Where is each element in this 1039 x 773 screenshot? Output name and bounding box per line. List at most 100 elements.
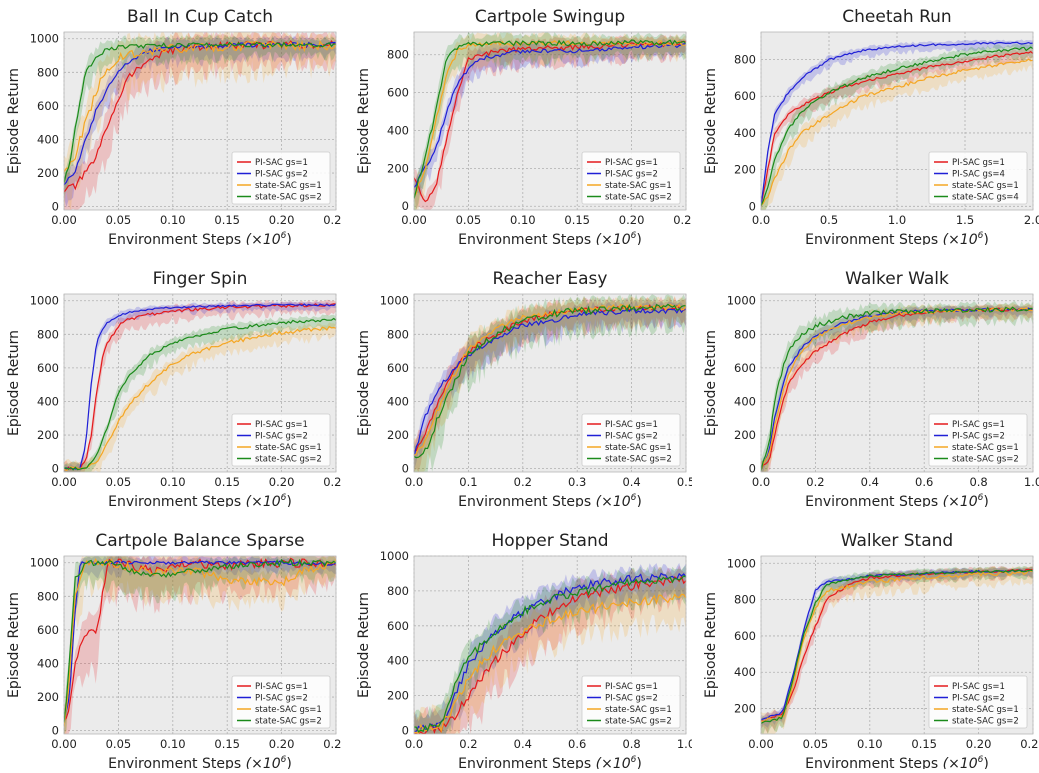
chart-panel-5: Walker Walk 0.0 0.2 0.4 0.6 0.8 1.0 0 200 400 600 8… <box>697 262 1039 511</box>
legend-entry: PI-SAC gs=1 <box>605 158 658 168</box>
x-axis-label: Environment Steps (×106) <box>805 493 989 507</box>
x-tick-label: 0.4 <box>514 737 532 751</box>
legend-entry: state-SAC gs=2 <box>605 717 672 727</box>
legend-entry: state-SAC gs=2 <box>605 455 672 465</box>
series-group <box>414 562 686 734</box>
legend-entry: PI-SAC gs=2 <box>952 694 1005 704</box>
y-tick-label: 200 <box>37 166 59 180</box>
x-tick-label: 0.00 <box>51 475 77 489</box>
y-tick-label: 600 <box>734 89 756 103</box>
y-tick-label: 400 <box>37 394 59 408</box>
x-tick-label: 0.5 <box>677 475 692 489</box>
series-line-blue <box>64 303 336 470</box>
band-orange <box>414 295 686 472</box>
x-tick-label: 0.25 <box>323 475 342 489</box>
legend-entry: PI-SAC gs=2 <box>605 432 658 442</box>
band-orange <box>414 32 686 210</box>
chart-panel-4: Reacher Easy 0.0 0.1 0.2 0.3 0.4 0.5 0 200 400 600… <box>350 262 695 511</box>
y-tick-label: 1000 <box>30 32 59 46</box>
series-line-orange <box>64 557 336 727</box>
band-red <box>414 296 686 472</box>
band-orange <box>414 581 686 734</box>
x-tick-label: 0.20 <box>269 213 295 227</box>
x-axis-label-close: ) <box>286 756 291 769</box>
x-tick-label: 1.0 <box>888 213 906 227</box>
x-axis-label-close: ) <box>983 756 988 769</box>
y-tick-label: 1000 <box>727 294 756 308</box>
series-line-green <box>761 306 1033 471</box>
x-tick-label: 0.10 <box>160 475 186 489</box>
series-line-green <box>64 41 336 184</box>
x-axis-label-main: Environment Steps <box>458 494 595 507</box>
series-line-blue <box>761 569 1033 721</box>
x-tick-label: 0.15 <box>564 213 590 227</box>
plot-frame <box>413 293 687 473</box>
band-red <box>414 34 686 210</box>
x-axis-label-exp: 6 <box>281 755 287 765</box>
legend-entry: PI-SAC gs=1 <box>605 682 658 692</box>
series-line-red <box>64 557 336 722</box>
x-tick-label: 0.05 <box>456 213 482 227</box>
legend-entry: state-SAC gs=1 <box>952 181 1019 191</box>
band-orange <box>761 53 1033 210</box>
x-tick-label: 0.10 <box>510 213 536 227</box>
y-tick-label: 800 <box>734 593 756 607</box>
y-axis-label: Episode Return <box>356 68 372 174</box>
series-group <box>64 556 336 734</box>
series-line-blue <box>414 42 686 188</box>
x-tick-label: 0.10 <box>857 737 883 751</box>
chart-svg: Cartpole Swingup 0.00 0.05 0.10 0.15 0.20 0.25… <box>356 7 699 248</box>
chart-panel-3: Finger Spin 0.00 0.05 0.10 0.15 0.20 0.25 0 200 4… <box>0 262 349 511</box>
y-tick-label: 400 <box>387 654 409 668</box>
x-axis-label-exp: 6 <box>631 755 637 765</box>
x-axis-label: Environment Steps (×106) <box>805 755 989 769</box>
legend-box <box>581 413 681 467</box>
band-red <box>761 49 1033 210</box>
x-tick-label: 0.5 <box>820 213 838 227</box>
series-group <box>761 301 1033 472</box>
y-tick-label: 0 <box>52 200 59 214</box>
y-axis-label: Episode Return <box>6 330 22 436</box>
band-blue <box>414 562 686 734</box>
x-axis-label-main: Environment Steps <box>108 756 245 769</box>
plot-frame <box>63 555 337 735</box>
legend-entry: PI-SAC gs=2 <box>605 170 658 180</box>
legend-entry: state-SAC gs=2 <box>255 455 322 465</box>
chart-svg: Cheetah Run 0.0 0.5 1.0 1.5 2.0 0 200 400 600 800 E… <box>703 7 1039 248</box>
y-axis-label: Episode Return <box>356 592 372 698</box>
band-orange <box>64 556 336 734</box>
legend-entry: state-SAC gs=2 <box>605 193 672 203</box>
legend-box <box>581 151 681 205</box>
y-tick-label: 0 <box>402 724 409 738</box>
x-tick-label: 0.00 <box>51 737 77 751</box>
chart-svg: Reacher Easy 0.0 0.1 0.2 0.3 0.4 0.5 0 200 400 600… <box>356 269 695 510</box>
series-line-orange <box>414 303 686 457</box>
x-axis-label-main: Environment Steps <box>458 232 595 245</box>
x-axis-label-unit: (×10 <box>246 756 281 769</box>
y-axis-label: Episode Return <box>703 592 719 698</box>
y-tick-label: 1000 <box>727 556 756 570</box>
legend-entry: state-SAC gs=1 <box>952 443 1019 453</box>
x-axis-label-exp: 6 <box>631 493 637 503</box>
y-tick-label: 400 <box>387 394 409 408</box>
x-axis-label-main: Environment Steps <box>805 232 942 245</box>
x-tick-label: 0.25 <box>1020 737 1039 751</box>
y-tick-label: 600 <box>387 86 409 100</box>
x-axis-label-unit: (×10 <box>943 494 978 507</box>
series-line-green <box>414 39 686 199</box>
band-red <box>64 556 336 734</box>
chart-svg: Cartpole Balance Sparse 0.00 0.05 0.10 0.15 0… <box>6 531 349 772</box>
chart-svg: Hopper Stand 0.0 0.2 0.4 0.6 0.8 1.0 0 200 400 600… <box>356 531 695 772</box>
chart-title: Ball In Cup Catch <box>127 7 273 27</box>
x-axis-label-unit: (×10 <box>246 232 281 245</box>
x-axis-label-exp: 6 <box>978 493 984 503</box>
y-tick-label: 600 <box>387 619 409 633</box>
y-tick-label: 800 <box>734 327 756 341</box>
x-tick-label: 0.1 <box>459 475 477 489</box>
legend-entry: state-SAC gs=1 <box>605 181 672 191</box>
chart-panel-7: Hopper Stand 0.0 0.2 0.4 0.6 0.8 1.0 0 200 400 600… <box>350 524 695 773</box>
